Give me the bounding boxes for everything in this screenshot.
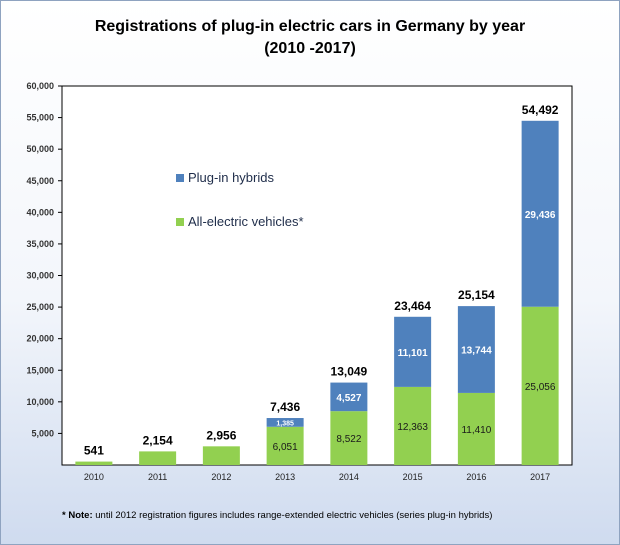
legend-swatch [176, 218, 184, 226]
bar-label-all-electric: 11,410 [461, 425, 491, 436]
footnote: * Note: until 2012 registration figures … [62, 510, 492, 521]
bar-all-electric [521, 306, 559, 465]
chart-title: Registrations of plug-in electric cars i… [0, 16, 620, 60]
plot-area [61, 85, 573, 466]
y-tick-label: 35,000 [26, 239, 54, 249]
bar-label-plug-in-hybrid: 13,744 [461, 346, 492, 357]
x-tick-label: 2014 [339, 472, 359, 482]
bar-label-plug-in-hybrid: 11,101 [398, 348, 428, 359]
chart-title-line2: (2010 -2017) [264, 40, 356, 57]
bar-all-electric [457, 392, 495, 465]
legend-label: All-electric vehicles* [188, 214, 304, 229]
bar-all-electric [75, 461, 113, 465]
bar-total-label: 23,464 [394, 299, 431, 313]
y-tick-label: 5,000 [31, 428, 54, 438]
legend-swatch [176, 174, 184, 182]
bar-label-all-electric: 8,522 [336, 434, 361, 445]
bar-total-label: 54,492 [522, 103, 559, 117]
bar-label-plug-in-hybrid: 1,385 [276, 420, 294, 427]
x-tick-label: 2015 [403, 472, 423, 482]
bar-plug-in-hybrid [394, 316, 432, 387]
legend-label: Plug-in hybrids [188, 170, 274, 185]
chart-title-line1: Registrations of plug-in electric cars i… [94, 18, 526, 35]
y-tick-label: 10,000 [26, 397, 54, 407]
x-tick-label: 2011 [148, 472, 167, 482]
y-tick-label: 40,000 [26, 207, 54, 217]
bar-total-label: 2,154 [143, 433, 173, 447]
y-tick-label: 60,000 [26, 81, 54, 91]
y-tick-label: 25,000 [26, 302, 54, 312]
x-tick-label: 2013 [275, 472, 295, 482]
bar-total-label: 2,956 [206, 428, 236, 442]
bar-label-all-electric: 25,056 [525, 382, 556, 393]
bar-all-electric [202, 446, 240, 465]
bar-total-label: 541 [84, 444, 104, 458]
y-tick-label: 20,000 [26, 334, 54, 344]
y-tick-label: 50,000 [26, 144, 54, 154]
bar-total-label: 25,154 [458, 288, 495, 302]
bar-total-label: 7,436 [270, 400, 300, 414]
x-tick-label: 2010 [84, 472, 104, 482]
bar-label-plug-in-hybrid: 29,436 [525, 210, 556, 221]
bar-plug-in-hybrid [330, 382, 368, 412]
y-tick-label: 45,000 [26, 176, 54, 186]
bar-plug-in-hybrid [457, 306, 495, 393]
bar-all-electric [394, 386, 432, 465]
y-tick-label: 30,000 [26, 271, 54, 281]
footnote-marker: * Note: [62, 510, 93, 521]
bar-plug-in-hybrid [266, 418, 304, 427]
bar-label-all-electric: 6,051 [273, 442, 298, 453]
x-tick-label: 2017 [530, 472, 550, 482]
bar-all-electric [139, 451, 177, 465]
y-tick-label: 55,000 [26, 113, 54, 123]
x-tick-label: 2016 [466, 472, 486, 482]
bar-plug-in-hybrid [521, 120, 559, 307]
y-tick-label: 15,000 [26, 365, 54, 375]
footnote-text: until 2012 registration figures includes… [92, 510, 493, 521]
bar-all-electric [266, 426, 304, 465]
bar-total-label: 13,049 [331, 365, 368, 379]
x-tick-label: 2012 [211, 472, 231, 482]
bar-all-electric [330, 411, 368, 465]
bar-label-plug-in-hybrid: 4,527 [336, 393, 361, 404]
bar-label-all-electric: 12,363 [397, 422, 428, 433]
